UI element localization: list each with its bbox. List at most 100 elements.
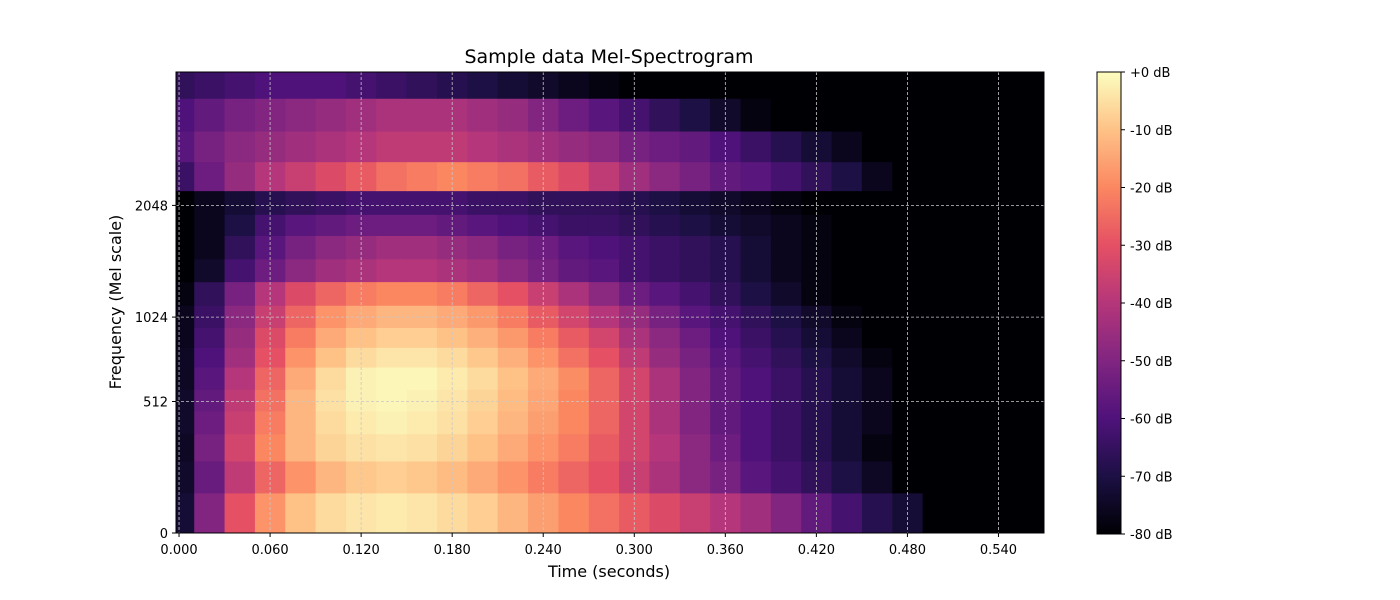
heatmap-cell xyxy=(740,347,772,368)
heatmap-cells xyxy=(176,72,1044,533)
heatmap-cell xyxy=(315,305,347,328)
heatmap-cell xyxy=(376,366,408,390)
heatmap-cell xyxy=(558,492,590,533)
colorbar-ticks: +0 dB -10 dB -20 dB -30 dB -40 dB -50 dB -60 d… xyxy=(1121,66,1173,543)
heatmap-cell xyxy=(558,235,590,260)
heatmap-cell xyxy=(437,214,468,236)
colorbar-gradient xyxy=(1097,72,1121,534)
heatmap-cell xyxy=(376,190,408,215)
heatmap-cell xyxy=(1013,235,1044,260)
heatmap-cell xyxy=(861,190,893,215)
heatmap-cell xyxy=(376,305,408,328)
heatmap-cell xyxy=(194,258,226,283)
heatmap-cell xyxy=(861,161,893,192)
heatmap-cell xyxy=(194,347,226,368)
heatmap-cell xyxy=(376,161,408,192)
heatmap-cell xyxy=(1013,433,1044,462)
colorbar-tick-label: -40 dB xyxy=(1130,297,1173,312)
heatmap-cell xyxy=(467,161,499,192)
heatmap-cell xyxy=(224,235,256,260)
heatmap-cell xyxy=(285,72,317,99)
heatmap-cell xyxy=(194,492,226,533)
colorbar-tick-label: -50 dB xyxy=(1130,355,1173,370)
heatmap-cell xyxy=(892,305,924,328)
heatmap-cell xyxy=(176,235,195,260)
heatmap-cell xyxy=(1013,305,1044,328)
heatmap-cell xyxy=(224,366,256,390)
heatmap-cell xyxy=(649,98,681,132)
heatmap-cell xyxy=(176,130,195,163)
heatmap-cell xyxy=(194,305,226,328)
heatmap-cell xyxy=(740,389,772,412)
heatmap-cell xyxy=(224,214,256,236)
heatmap-cell xyxy=(528,161,560,192)
heatmap-cell xyxy=(224,258,256,283)
heatmap-cell xyxy=(376,98,408,132)
x-tick-label: 0.540 xyxy=(980,543,1017,558)
heatmap-cell xyxy=(376,492,408,533)
heatmap-cell xyxy=(558,281,590,306)
heatmap-cell xyxy=(861,258,893,283)
heatmap-cell xyxy=(770,460,802,494)
y-tick-label: 0 xyxy=(160,527,168,542)
heatmap-cell xyxy=(176,327,195,348)
heatmap-cell xyxy=(315,258,347,283)
heatmap-cell xyxy=(679,258,711,283)
heatmap-cell xyxy=(224,389,256,412)
heatmap-cell xyxy=(740,492,772,533)
heatmap-cell xyxy=(176,366,195,390)
heatmap-cell xyxy=(892,258,924,283)
heatmap-cell xyxy=(558,161,590,192)
heatmap-cell xyxy=(224,190,256,215)
heatmap-cell xyxy=(497,389,529,412)
heatmap-cell xyxy=(497,281,529,306)
heatmap-cell xyxy=(1013,190,1044,215)
heatmap-cell xyxy=(770,72,802,99)
heatmap-cell xyxy=(376,235,408,260)
x-tick-label: 0.120 xyxy=(343,543,380,558)
heatmap-cell xyxy=(1013,389,1044,412)
heatmap-cell xyxy=(315,98,347,132)
heatmap-cell xyxy=(224,433,256,462)
heatmap-cell xyxy=(649,258,681,283)
heatmap-cell xyxy=(406,258,438,283)
heatmap-cell xyxy=(892,214,924,236)
heatmap-cell xyxy=(588,366,620,390)
heatmap-cell xyxy=(801,161,833,192)
heatmap-cell xyxy=(467,433,499,462)
heatmap-cell xyxy=(922,214,954,236)
heatmap-cell xyxy=(861,327,893,348)
heatmap-cell xyxy=(528,305,560,328)
heatmap-cell xyxy=(861,281,893,306)
heatmap-cell xyxy=(679,72,711,99)
heatmap-cell xyxy=(740,433,772,462)
heatmap-cell xyxy=(831,235,863,260)
heatmap-cell xyxy=(922,327,954,348)
heatmap-cell xyxy=(497,258,529,283)
x-tick-label: 0.300 xyxy=(616,543,653,558)
heatmap-cell xyxy=(649,161,681,192)
heatmap-cell xyxy=(406,235,438,260)
heatmap-cell xyxy=(952,161,984,192)
heatmap-cell xyxy=(710,130,742,163)
heatmap-cell xyxy=(861,235,893,260)
heatmap-cell xyxy=(740,258,772,283)
heatmap-cell xyxy=(315,410,347,435)
heatmap-cell xyxy=(649,72,681,99)
heatmap-cell xyxy=(679,389,711,412)
colorbar-tick-label: -10 dB xyxy=(1130,124,1173,139)
heatmap-cell xyxy=(740,98,772,132)
heatmap-cell xyxy=(467,214,499,236)
heatmap-cell xyxy=(740,366,772,390)
heatmap-cell xyxy=(315,72,347,99)
heatmap-cell xyxy=(861,460,893,494)
x-tick-label: 0.420 xyxy=(798,543,835,558)
heatmap-cell xyxy=(983,130,1015,163)
heatmap-cell xyxy=(952,347,984,368)
heatmap-cell xyxy=(285,327,317,348)
heatmap-cell xyxy=(619,389,651,412)
heatmap-cell xyxy=(619,305,651,328)
heatmap-cell xyxy=(649,410,681,435)
heatmap-cell xyxy=(467,281,499,306)
heatmap-cell xyxy=(376,258,408,283)
